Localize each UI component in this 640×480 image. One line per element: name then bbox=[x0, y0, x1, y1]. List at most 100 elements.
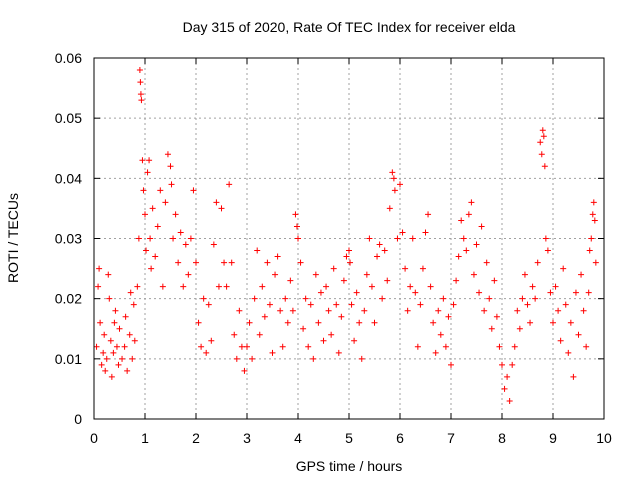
data-point bbox=[394, 235, 401, 242]
data-point bbox=[98, 361, 105, 368]
data-point bbox=[249, 355, 256, 362]
data-point bbox=[305, 343, 312, 350]
data-point bbox=[95, 283, 102, 290]
data-point bbox=[136, 67, 143, 74]
data-point bbox=[578, 271, 585, 278]
data-point bbox=[175, 259, 182, 266]
data-point bbox=[389, 169, 396, 176]
data-point bbox=[103, 355, 110, 362]
x-tick-labels: 0 1 2 3 4 5 6 7 8 9 10 bbox=[90, 430, 612, 446]
data-point bbox=[193, 259, 199, 266]
data-point bbox=[96, 265, 103, 272]
data-point bbox=[323, 283, 330, 290]
data-point bbox=[100, 349, 107, 356]
data-point bbox=[557, 337, 564, 344]
data-point bbox=[139, 157, 146, 164]
chart-title: Day 315 of 2020, Rate Of TEC Index for r… bbox=[183, 19, 516, 35]
data-point bbox=[386, 205, 393, 212]
data-point bbox=[488, 325, 495, 332]
data-point bbox=[473, 241, 480, 248]
data-point bbox=[154, 223, 161, 230]
data-point bbox=[266, 301, 273, 308]
data-point bbox=[93, 343, 100, 350]
data-point bbox=[134, 283, 141, 290]
data-point bbox=[226, 181, 233, 188]
data-point bbox=[537, 139, 544, 146]
data-point bbox=[529, 283, 536, 290]
data-point bbox=[567, 319, 574, 326]
data-point bbox=[435, 307, 442, 314]
x-tick-label: 9 bbox=[549, 430, 557, 446]
data-point bbox=[555, 307, 562, 314]
data-point bbox=[293, 223, 300, 230]
data-point bbox=[203, 349, 210, 356]
data-point bbox=[511, 343, 518, 350]
x-tick-label: 6 bbox=[396, 430, 404, 446]
data-point bbox=[122, 313, 129, 320]
data-point bbox=[544, 247, 551, 254]
y-tick-labels: 0 0.01 0.02 0.03 0.04 0.05 0.06 bbox=[55, 50, 82, 427]
data-point bbox=[586, 247, 593, 254]
data-point bbox=[110, 349, 117, 356]
data-point bbox=[442, 343, 449, 350]
data-points bbox=[93, 67, 599, 404]
data-point bbox=[470, 271, 477, 278]
data-point bbox=[412, 289, 419, 296]
data-point bbox=[251, 295, 258, 302]
data-point bbox=[391, 187, 398, 194]
data-point bbox=[112, 307, 119, 314]
data-point bbox=[588, 235, 595, 242]
data-point bbox=[538, 151, 545, 158]
data-point bbox=[534, 259, 541, 266]
data-point bbox=[126, 331, 133, 338]
x-axis-title: GPS time / hours bbox=[296, 458, 403, 474]
data-point bbox=[162, 199, 169, 206]
data-point bbox=[144, 169, 151, 176]
data-point bbox=[256, 331, 263, 338]
data-point bbox=[297, 259, 304, 266]
y-tick-label: 0.03 bbox=[55, 231, 82, 247]
y-tick-label: 0.05 bbox=[55, 110, 82, 126]
data-point bbox=[287, 277, 294, 284]
y-tick-label: 0.06 bbox=[55, 50, 82, 66]
data-point bbox=[325, 307, 332, 314]
data-point bbox=[187, 235, 194, 242]
data-point bbox=[358, 355, 365, 362]
data-point bbox=[279, 343, 286, 350]
data-point bbox=[560, 265, 567, 272]
data-point bbox=[499, 361, 505, 368]
data-point bbox=[453, 277, 460, 284]
data-point bbox=[458, 217, 465, 224]
data-point bbox=[277, 307, 284, 314]
data-point bbox=[223, 283, 230, 290]
data-point bbox=[221, 259, 228, 266]
x-tick-label: 3 bbox=[243, 430, 251, 446]
data-point bbox=[592, 259, 599, 266]
data-point bbox=[315, 319, 322, 326]
data-point bbox=[274, 253, 281, 260]
data-point bbox=[307, 301, 314, 308]
data-point bbox=[208, 337, 215, 344]
data-point bbox=[300, 325, 307, 332]
data-point bbox=[572, 289, 579, 296]
data-point bbox=[167, 163, 174, 170]
data-point bbox=[450, 301, 457, 308]
data-point bbox=[585, 289, 592, 296]
x-tick-label: 2 bbox=[192, 430, 200, 446]
data-point bbox=[384, 277, 391, 284]
data-point bbox=[106, 295, 113, 302]
data-point bbox=[190, 187, 197, 194]
data-point bbox=[346, 247, 352, 254]
data-point bbox=[506, 397, 513, 404]
data-point bbox=[542, 235, 549, 242]
data-point bbox=[137, 79, 144, 86]
data-point bbox=[312, 271, 319, 278]
data-point bbox=[233, 355, 240, 362]
data-point bbox=[231, 331, 238, 338]
data-point bbox=[102, 367, 109, 374]
data-point bbox=[302, 295, 309, 302]
data-point bbox=[591, 217, 598, 224]
data-point bbox=[244, 343, 250, 350]
data-point bbox=[353, 289, 360, 296]
